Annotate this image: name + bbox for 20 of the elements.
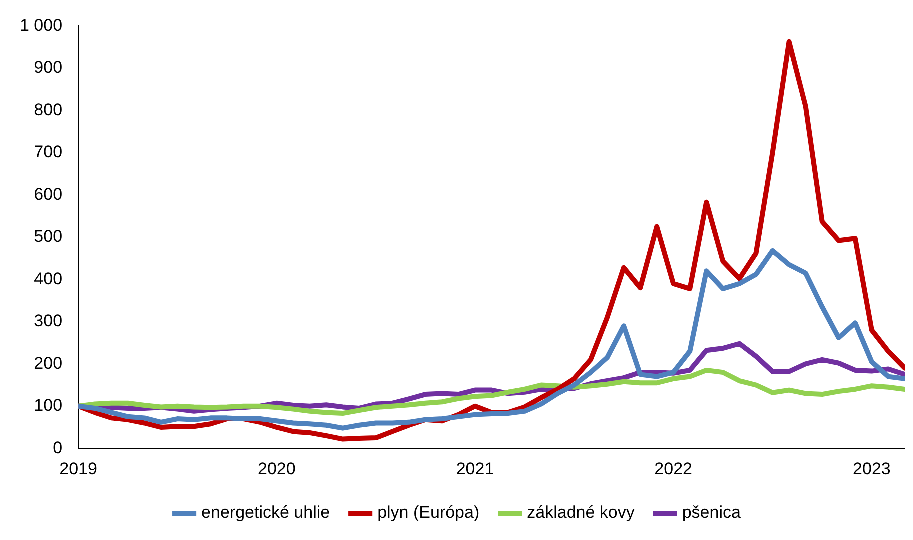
legend-label: plyn (Európa) <box>378 503 480 522</box>
y-tick-label: 300 <box>34 312 63 331</box>
y-tick-label: 0 <box>53 438 63 458</box>
x-tick-label: 2020 <box>258 459 296 478</box>
legend-label: energetické uhlie <box>202 503 330 522</box>
y-tick-label: 700 <box>34 142 63 162</box>
y-tick-label: 200 <box>34 354 63 373</box>
y-tick-label: 1 000 <box>20 16 63 35</box>
x-tick-label: 2023 <box>853 459 891 478</box>
y-tick-label: 800 <box>34 100 63 120</box>
y-tick-label: 900 <box>34 58 63 78</box>
x-tick-label: 2021 <box>456 459 494 478</box>
y-tick-label: 400 <box>34 269 63 288</box>
legend-label: základné kovy <box>527 503 636 522</box>
legend-label: pšenica <box>682 503 742 522</box>
y-tick-label: 100 <box>34 396 63 416</box>
y-tick-label: 500 <box>34 227 63 246</box>
x-tick-label: 2022 <box>654 459 693 478</box>
x-tick-label: 2019 <box>60 459 98 478</box>
y-tick-label: 600 <box>34 184 63 204</box>
